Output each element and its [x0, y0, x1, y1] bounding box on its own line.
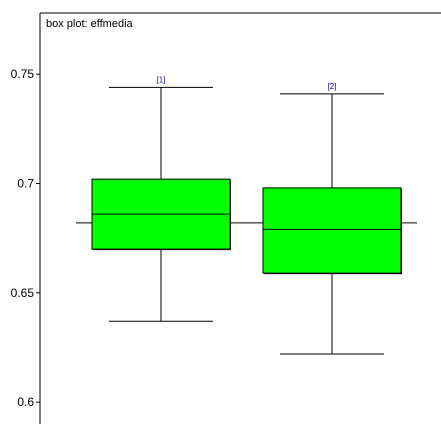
- box-index-label: [2]: [328, 82, 337, 91]
- y-tick-label: 0.75: [11, 67, 35, 81]
- y-tick-label: 0.7: [17, 177, 34, 191]
- y-tick-label: 0.65: [11, 286, 35, 300]
- box-index-label: [1]: [157, 75, 166, 84]
- box-group: [1]: [91, 75, 231, 322]
- box-body: [262, 187, 402, 274]
- chart-title: box plot: effmedia: [46, 18, 134, 30]
- box-group: [2]: [262, 82, 402, 355]
- y-tick-label: 0.6: [17, 395, 34, 409]
